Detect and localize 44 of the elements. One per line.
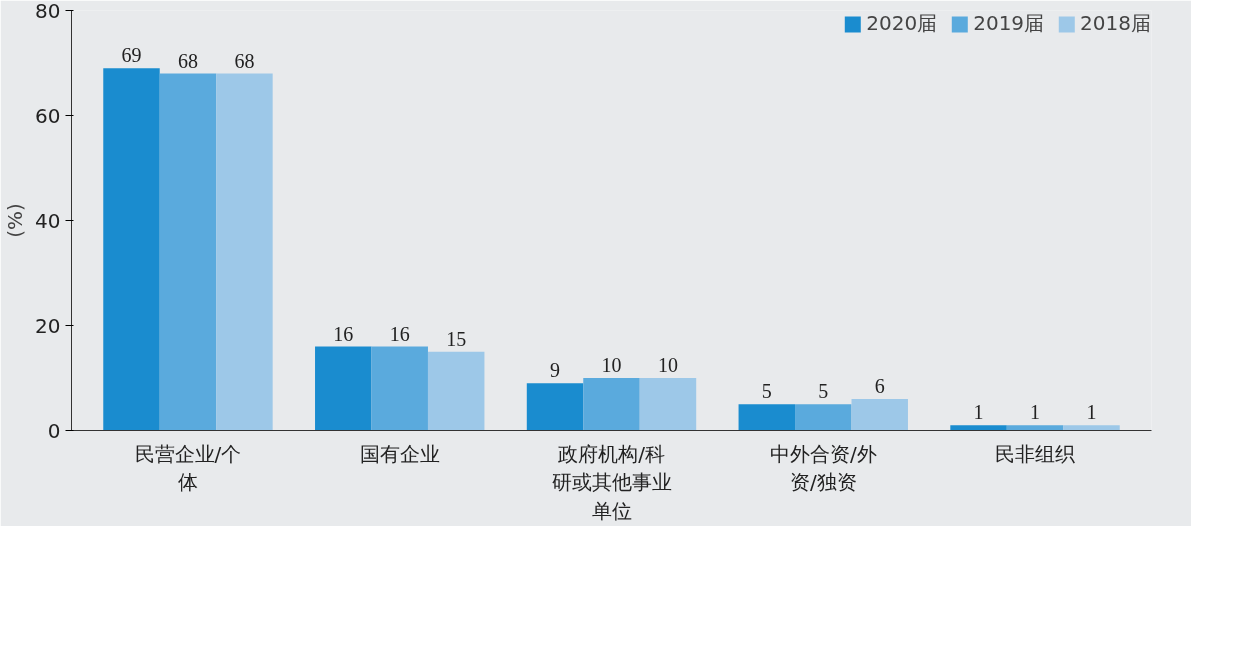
data-label: 68 <box>177 49 198 72</box>
bar <box>1063 425 1120 431</box>
data-label: 9 <box>550 359 561 382</box>
x-tick-label: 国有企业 <box>359 441 440 466</box>
legend-label: 2019届 <box>973 10 1045 37</box>
data-label: 1 <box>1030 401 1041 424</box>
data-label: 69 <box>121 44 142 67</box>
x-tick-label: 民营企业/个体 <box>134 441 242 495</box>
x-tick-label: 民非组织 <box>995 441 1076 466</box>
y-tick-label: 80 <box>35 0 61 23</box>
data-label: 10 <box>657 354 678 376</box>
y-tick-label: 20 <box>35 313 61 338</box>
bar <box>950 425 1007 431</box>
bar <box>583 378 640 431</box>
data-label: 10 <box>601 354 622 376</box>
bar <box>427 351 485 431</box>
y-axis-title: (%) <box>3 203 28 238</box>
data-label: 15 <box>446 327 467 350</box>
bar <box>159 73 217 431</box>
bar <box>795 404 852 431</box>
data-label: 5 <box>818 380 829 403</box>
y-tick-label: 0 <box>47 418 61 443</box>
bar <box>526 383 584 431</box>
data-label: 16 <box>333 322 354 345</box>
legend-label: 2018届 <box>1080 10 1151 37</box>
bar <box>315 346 372 431</box>
y-tick-label: 40 <box>35 208 61 233</box>
data-label: 68 <box>234 49 255 72</box>
bar <box>371 346 428 431</box>
bar <box>851 399 908 431</box>
x-tick-label: 政府机构/科研或其他事业单位 <box>551 441 672 524</box>
bar <box>639 378 697 431</box>
data-label: 5 <box>761 380 772 403</box>
data-label: 1 <box>1086 401 1097 424</box>
data-label: 1 <box>973 401 984 424</box>
bar <box>1006 425 1064 431</box>
y-tick-label: 60 <box>35 103 61 128</box>
bar <box>738 404 796 431</box>
bar <box>103 68 160 431</box>
data-label: 6 <box>874 375 885 397</box>
legend-label: 2020届 <box>866 10 938 37</box>
bar <box>216 73 273 431</box>
x-tick-label: 中外合资/外资/独资 <box>769 441 877 495</box>
data-label: 16 <box>389 322 410 345</box>
